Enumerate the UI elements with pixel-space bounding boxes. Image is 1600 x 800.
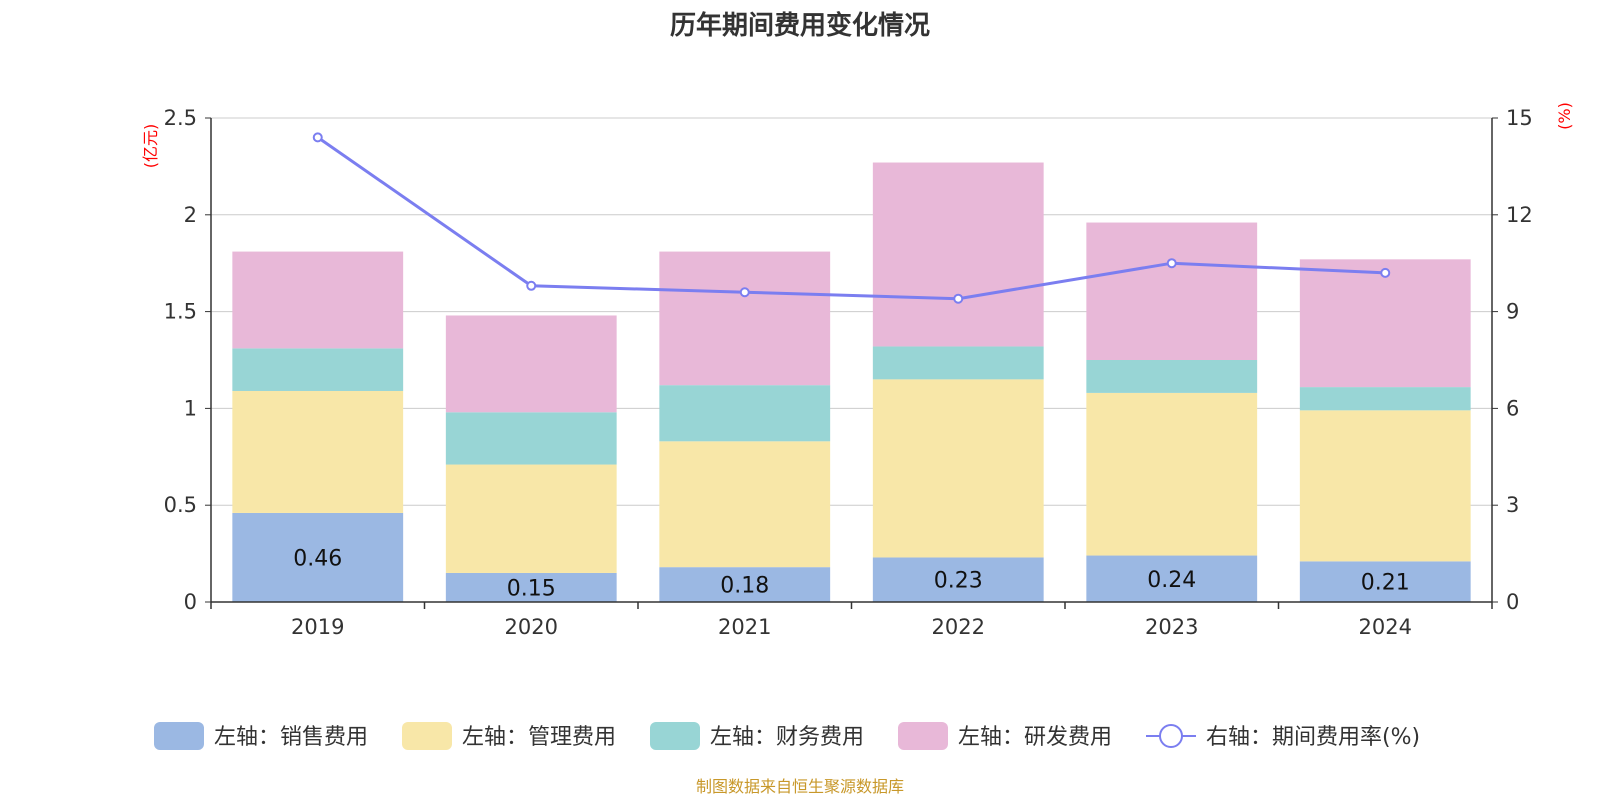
right-tick-label: 0	[1506, 590, 1519, 614]
bar-rd	[445, 315, 617, 413]
data-labels: 0.46 0.15 0.18 0.23 0.24 0.21	[293, 546, 1409, 601]
rate-point	[1166, 258, 1177, 269]
bar-admin	[445, 464, 617, 573]
rate-point	[526, 280, 537, 291]
bar-rd	[659, 251, 831, 386]
bar-sales	[659, 567, 831, 602]
right-tick-label: 15	[1506, 106, 1533, 130]
bar-rd	[1299, 259, 1471, 388]
bar-sales	[232, 512, 404, 602]
rate-point	[953, 293, 964, 304]
legend-label-rd: 左轴：研发费用	[958, 725, 1112, 750]
x-tick-label: 2023	[1145, 615, 1198, 639]
x-tick-label: 2022	[932, 615, 985, 639]
rate-point	[1380, 267, 1391, 278]
rate-point	[739, 287, 750, 298]
right-axis-unit: (%)	[1555, 102, 1574, 130]
right-tick-label: 6	[1506, 396, 1519, 420]
bar-rd	[872, 162, 1044, 347]
left-axis-unit: (亿元)	[141, 124, 160, 169]
data-label-sales: 0.46	[293, 546, 342, 571]
bar-admin	[232, 390, 404, 513]
bar-admin	[872, 379, 1044, 558]
left-tick-label: 2.5	[164, 106, 197, 130]
data-label-sales: 0.18	[720, 574, 769, 599]
legend-swatch-admin	[402, 722, 452, 750]
right-tick-label: 3	[1506, 493, 1519, 517]
bar-finance	[1299, 387, 1471, 411]
right-tick-label: 12	[1506, 203, 1533, 227]
bar-finance	[445, 412, 617, 465]
legend-label-finance: 左轴：财务费用	[710, 725, 864, 750]
legend: 左轴：销售费用 左轴：管理费用 左轴：财务费用 左轴：研发费用 右轴：期间费用率(%)	[154, 722, 1420, 750]
bar-finance	[872, 346, 1044, 380]
chart-title: 历年期间费用变化情况	[670, 10, 930, 41]
bar-admin	[1299, 410, 1471, 562]
bar-rd	[232, 251, 404, 349]
left-tick-label: 1	[184, 396, 197, 420]
left-tick-label: 0.5	[164, 493, 197, 517]
legend-swatch-sales	[154, 722, 204, 750]
data-label-sales: 0.24	[1147, 568, 1196, 593]
bar-stack-group	[232, 162, 1471, 602]
bar-admin	[659, 441, 831, 568]
source-note: 制图数据来自恒生聚源数据库	[696, 777, 904, 796]
legend-label-rate: 右轴：期间费用率(%)	[1206, 725, 1420, 750]
data-label-sales: 0.23	[934, 569, 983, 594]
x-tick-label: 2020	[505, 615, 558, 639]
legend-label-sales: 左轴：销售费用	[214, 725, 368, 750]
legend-label-admin: 左轴：管理费用	[462, 725, 616, 750]
bar-rd	[1086, 222, 1258, 360]
left-tick-label: 2	[184, 203, 197, 227]
rate-line	[316, 136, 1386, 301]
x-tick-label: 2024	[1359, 615, 1412, 639]
bar-sales	[1086, 555, 1258, 602]
x-tick-label: 2019	[291, 615, 344, 639]
data-label-sales: 0.15	[507, 576, 556, 601]
left-tick-label: 0	[184, 590, 197, 614]
axes: 0 0.5 1 1.5 2 2.5 0 3 6 9 12 15 2019 2020 2021 2022 2023…	[164, 106, 1533, 639]
left-tick-label: 1.5	[164, 300, 197, 324]
x-tick-label: 2021	[718, 615, 771, 639]
bar-sales	[445, 572, 617, 602]
legend-marker-swatch	[1159, 724, 1183, 748]
bar-sales	[1299, 561, 1471, 602]
rate-point	[312, 132, 323, 143]
data-label-sales: 0.21	[1361, 571, 1410, 596]
bar-finance	[659, 385, 831, 442]
legend-swatch-rd	[898, 722, 948, 750]
bar-finance	[232, 348, 404, 391]
gridlines	[211, 117, 1492, 506]
bar-sales	[872, 557, 1044, 602]
right-tick-label: 9	[1506, 300, 1519, 324]
bar-finance	[1086, 360, 1258, 393]
rate-line-group	[312, 132, 1391, 304]
bar-admin	[1086, 392, 1258, 556]
legend-swatch-finance	[650, 722, 700, 750]
